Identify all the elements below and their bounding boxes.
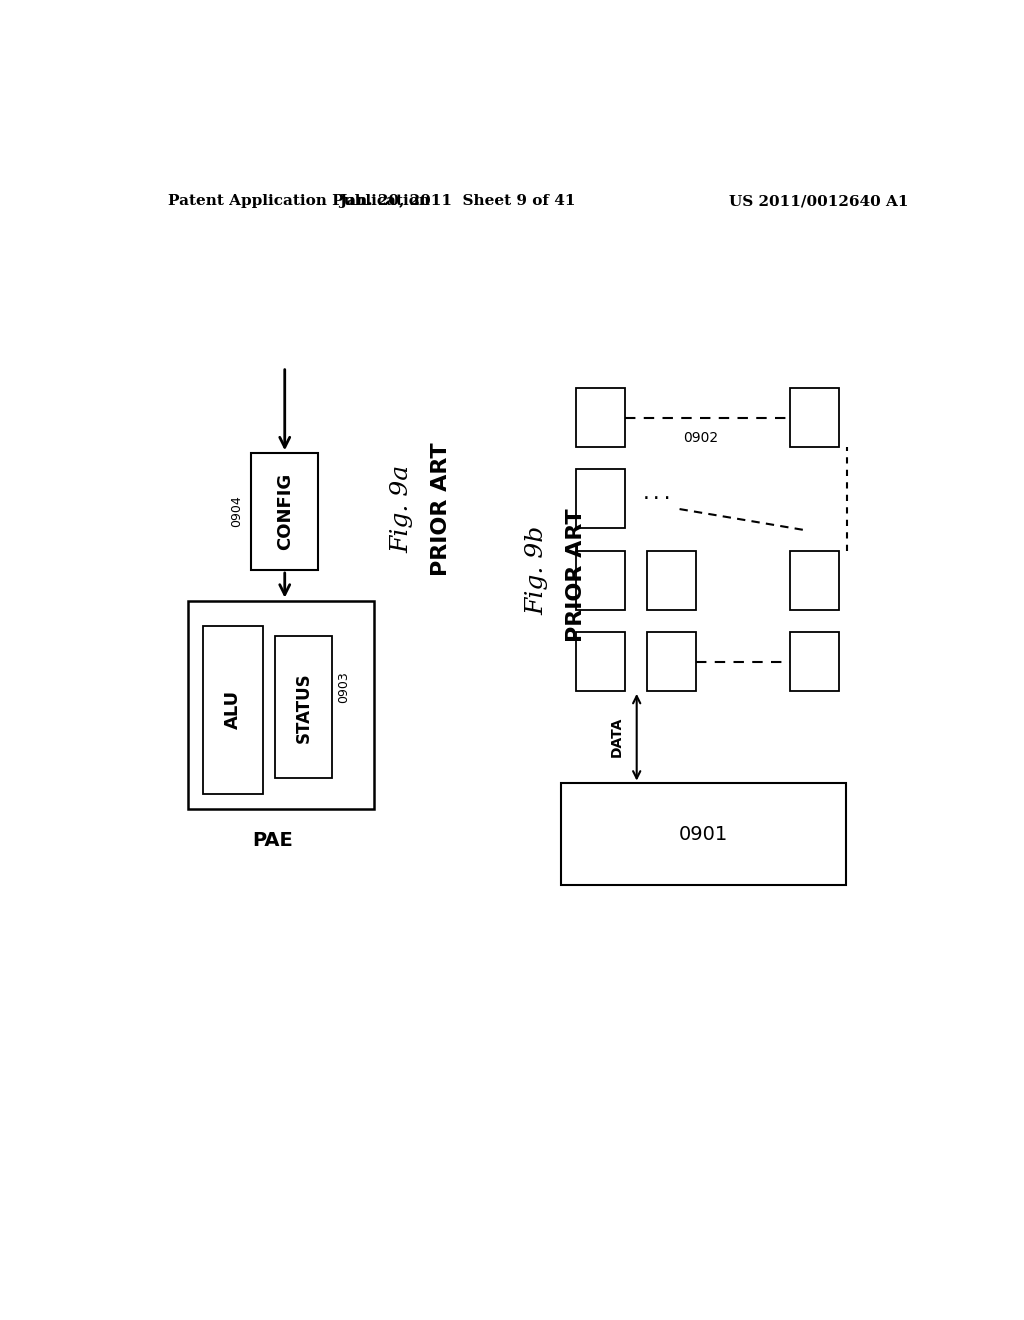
Bar	[790, 550, 839, 610]
Bar	[647, 632, 696, 690]
Bar	[647, 550, 696, 610]
Bar	[251, 453, 318, 570]
Text: Fig. 9a: Fig. 9a	[390, 465, 414, 553]
Bar	[187, 601, 374, 809]
Bar	[274, 636, 332, 779]
Text: Jan. 20, 2011  Sheet 9 of 41: Jan. 20, 2011 Sheet 9 of 41	[339, 194, 575, 209]
Text: PAE: PAE	[253, 832, 293, 850]
Text: 0901: 0901	[679, 825, 728, 843]
Text: DATA: DATA	[610, 717, 624, 758]
Text: 0902: 0902	[684, 430, 719, 445]
Bar	[575, 388, 625, 447]
Text: ALU: ALU	[224, 690, 242, 730]
Text: 0904: 0904	[230, 496, 244, 528]
Text: PRIOR ART: PRIOR ART	[431, 442, 452, 576]
Text: 0903: 0903	[337, 671, 350, 702]
Text: PRIOR ART: PRIOR ART	[566, 508, 587, 642]
Bar	[575, 550, 625, 610]
Text: CONFIG: CONFIG	[275, 473, 294, 550]
Text: STATUS: STATUS	[294, 672, 312, 743]
Bar	[575, 470, 625, 528]
Bar	[790, 388, 839, 447]
Bar	[560, 784, 846, 886]
Bar	[575, 632, 625, 690]
Text: US 2011/0012640 A1: US 2011/0012640 A1	[729, 194, 908, 209]
Text: Patent Application Publication: Patent Application Publication	[168, 194, 430, 209]
Bar	[790, 632, 839, 690]
Text: Fig. 9b: Fig. 9b	[525, 525, 548, 615]
Text: ...: ...	[641, 484, 674, 503]
Bar	[204, 626, 263, 793]
